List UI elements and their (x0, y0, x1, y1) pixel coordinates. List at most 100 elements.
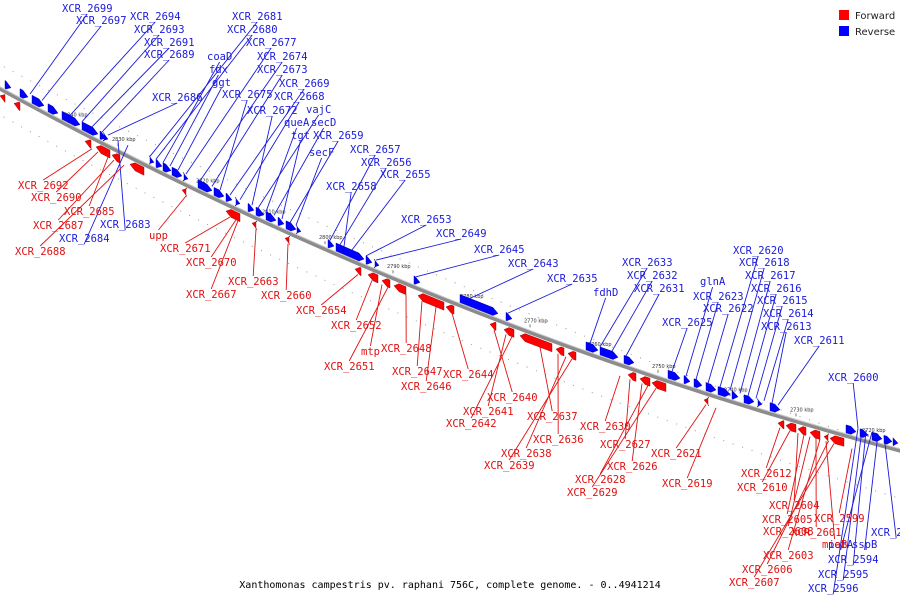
reverse-gene (871, 431, 883, 442)
forward-leader-line (825, 441, 836, 540)
reverse-gene-label: XCR_2674 (257, 51, 308, 63)
forward-gene-label: XCR_2599 (814, 513, 865, 525)
reverse-leader-line (599, 267, 648, 348)
reverse-leader-line (101, 59, 170, 133)
reverse-gene-label: XCR_2643 (508, 258, 559, 270)
reverse-gene-label: XCR_2635 (547, 273, 598, 285)
forward-leader-line (624, 379, 631, 440)
forward-leader-line (470, 336, 513, 419)
reverse-gene-label: glnA (700, 276, 726, 288)
reverse-leader-line (329, 154, 376, 241)
reverse-leader-line (229, 88, 305, 196)
forward-leader-line (88, 156, 109, 207)
forward-gene-label: XCR_2628 (575, 474, 626, 486)
forward-gene-label: XCR_2687 (33, 220, 84, 232)
reverse-leader-line (852, 382, 859, 429)
forward-gene-label: XCR_2646 (401, 381, 452, 393)
reverse-gene (413, 275, 421, 285)
reverse-gene (769, 402, 781, 413)
forward-gene-label: XCR_2671 (160, 243, 211, 255)
reverse-gene-label: XCR_2633 (622, 257, 673, 269)
reverse-gene (667, 369, 681, 381)
reverse-gene (743, 394, 755, 405)
reverse-gene-label: XCR_2653 (401, 214, 452, 226)
reverse-leader-line (883, 435, 897, 539)
reverse-leader-line (295, 157, 323, 226)
forward-gene-label: XCR_2637 (527, 411, 578, 423)
forward-gene-label: XCR_2638 (501, 448, 552, 460)
forward-leader-line (838, 448, 853, 514)
forward-gene (417, 293, 445, 311)
forward-gene-label: XCR_2607 (729, 577, 780, 589)
forward-leader-line (252, 229, 257, 277)
reverse-leader-line (842, 429, 863, 581)
reverse-gene-label: XCR_2596 (808, 583, 859, 595)
reverse-gene (599, 346, 619, 360)
reverse-gene-label: XCR_2686 (152, 92, 203, 104)
reverse-gene (225, 192, 233, 202)
reverse-gene (717, 386, 731, 397)
forward-gene-label: XCR_2619 (662, 478, 713, 490)
forward-leader-line (525, 356, 567, 449)
reverse-gene (19, 88, 29, 99)
reverse-gene (705, 382, 717, 393)
reverse-gene-label: XCR_2600 (828, 372, 879, 384)
forward-gene (111, 153, 121, 164)
reverse-leader-line (162, 61, 220, 163)
reverse-gene-label: XCR_2668 (274, 91, 325, 103)
guide-lines (0, 64, 900, 499)
forward-gene-label: XCR_2644 (443, 369, 494, 381)
reverse-gene-label: XCR_2632 (627, 270, 678, 282)
reverse-gene (247, 203, 255, 213)
reverse-gene-label: sspB (852, 539, 877, 551)
reverse-gene-label: XCR_2618 (739, 257, 790, 269)
reverse-leader-line (81, 34, 160, 122)
forward-gene (797, 426, 807, 436)
forward-leader-line (539, 347, 553, 412)
forward-gene-label: XCR_2652 (331, 320, 382, 332)
reverse-leader-line (375, 238, 462, 261)
genome-caption: Xanthomonas campestris pv. raphani 756C,… (239, 580, 660, 591)
reverse-leader-line (219, 99, 248, 191)
forward-gene (823, 433, 830, 443)
forward-leader-line (591, 387, 657, 488)
reverse-leader-line (747, 293, 777, 397)
forward-gene (829, 435, 845, 447)
forward-leader-line (686, 407, 717, 479)
reverse-gene (102, 132, 109, 142)
forward-leader-line (42, 148, 93, 181)
reverse-gene (623, 355, 635, 366)
forward-gene (627, 372, 637, 382)
reverse-gene (234, 197, 241, 207)
reverse-gene-label: XCR_2699 (62, 3, 113, 15)
forward-leader-line (787, 436, 811, 527)
reverse-gene-label: XCR_2689 (144, 49, 195, 61)
reverse-gene-label: XCR_2615 (757, 295, 808, 307)
reverse-gene-label: XCR_2625 (662, 317, 713, 329)
reverse-gene (756, 398, 763, 408)
reverse-gene (327, 239, 335, 249)
reverse-leader-line (589, 297, 607, 344)
tick-label: 2840 kbp (64, 112, 88, 118)
legend: Forward Reverse (839, 10, 895, 38)
reverse-leader-line (771, 331, 787, 404)
reverse-leader-line (415, 254, 500, 278)
forward-leader-line (210, 219, 237, 258)
forward-gene-label: upp (149, 230, 168, 242)
reverse-leader-line (365, 224, 427, 257)
legend-forward-swatch (839, 10, 849, 20)
reverse-gene (295, 224, 302, 234)
genome-backbone (0, 86, 900, 453)
tick-label: 2760 kbp (588, 342, 612, 348)
reverse-gene (335, 242, 365, 262)
reverse-gene-label: XCR_2672 (247, 105, 298, 117)
reverse-gene (4, 80, 12, 90)
reverse-gene-label: XCR_2620 (733, 245, 784, 257)
forward-gene (809, 429, 821, 440)
reverse-leader-line (339, 167, 387, 245)
forward-leader-line (348, 286, 389, 362)
forward-gene-label: XCR_2692 (18, 180, 69, 192)
forward-gene (777, 420, 785, 430)
reverse-gene-label: fdx (209, 64, 228, 76)
forward-gene (284, 235, 291, 245)
